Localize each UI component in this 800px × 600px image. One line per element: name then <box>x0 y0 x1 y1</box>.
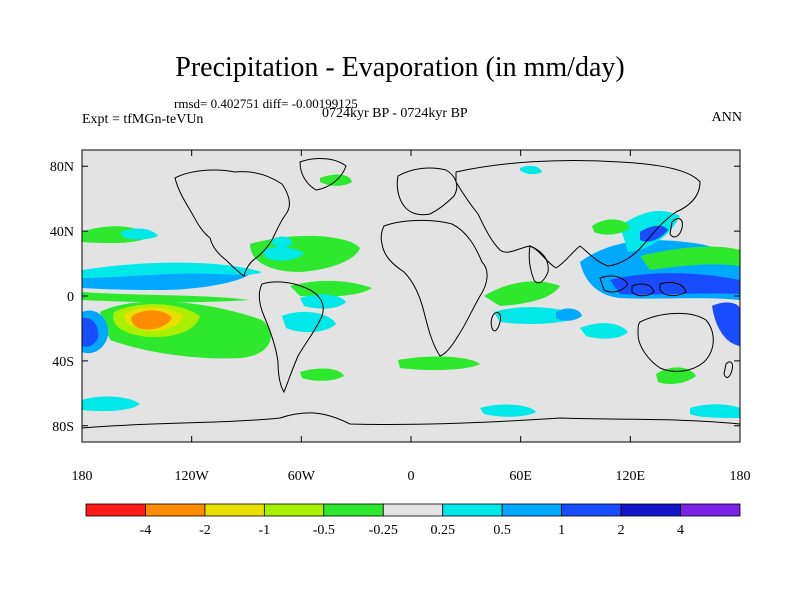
colorbar-swatch <box>561 503 622 517</box>
indian-ocean-deep <box>556 308 582 321</box>
x-tick-label: 120W <box>175 469 210 484</box>
coastlines <box>82 158 740 429</box>
colorbar-swatch <box>263 503 325 517</box>
sw-pacific-wet <box>712 302 740 346</box>
y-tick-label: 40N <box>50 225 74 240</box>
south-pacific-deep <box>82 317 99 347</box>
antarctica-coast <box>82 412 740 429</box>
africa-coast <box>380 219 488 357</box>
trop-atlantic-cyan <box>300 294 346 309</box>
se-pacific-dry-orange <box>131 310 172 330</box>
x-tick-label: 0 <box>408 469 415 484</box>
india-coast <box>528 245 549 284</box>
indian-ocean-green <box>484 281 560 306</box>
colorbar-swatch <box>323 503 384 517</box>
colorbar-swatch <box>204 503 265 517</box>
x-tick-label: 120E <box>616 469 646 484</box>
colorbar-label: -4 <box>140 523 152 538</box>
maritime-continent-coast <box>599 275 687 297</box>
y-tick-label: 80N <box>50 160 74 175</box>
atlantic-cyan-band <box>262 247 304 261</box>
europe-coast <box>396 167 458 216</box>
southern-ocean-green <box>300 368 344 381</box>
west-pacific-deep-wet <box>610 273 740 295</box>
y-tick-label: 40S <box>52 355 74 370</box>
arctic-cyan <box>520 165 542 175</box>
colorbar-label: 2 <box>618 523 625 538</box>
s-atlantic-cyan <box>282 311 336 333</box>
y-axis: 80N 40N 0 40S 80S <box>50 160 740 435</box>
south-indian-cyan <box>580 323 628 339</box>
southern-ocean-cyan-2 <box>480 404 536 417</box>
asia-coast <box>455 159 701 269</box>
colorbar-label: 0.25 <box>430 523 455 538</box>
colorbar-swatch <box>680 503 741 517</box>
colorbar-label: -1 <box>259 523 271 538</box>
y-tick-label: 80S <box>52 420 74 435</box>
colorbar-label: 4 <box>677 523 684 538</box>
colorbar-swatch <box>501 503 563 517</box>
stats-label: rmsd= 0.402751 diff= -0.00199125 <box>174 96 358 111</box>
colorbar-label: -0.5 <box>313 523 335 538</box>
x-tick-label: 60W <box>288 469 316 484</box>
southern-ocean-cyan-3 <box>690 404 740 418</box>
colorbar-label: 0.5 <box>493 523 511 538</box>
field-contours <box>82 165 740 418</box>
period-label: 0724kyr BP - 0724kyr BP <box>322 106 468 121</box>
s-indian-green <box>398 356 480 371</box>
pacific-north-dry-band <box>640 246 740 270</box>
east-asia-green <box>592 219 630 235</box>
eq-pacific-cyan-band <box>82 262 262 278</box>
madagascar-coast <box>490 311 501 332</box>
plot-title: Precipitation - Evaporation (in mm/day) <box>175 52 625 83</box>
australia-south-green <box>656 367 696 384</box>
n-pacific-cyan <box>120 228 158 240</box>
trop-atlantic-green <box>290 280 372 297</box>
season-label: ANN <box>711 110 742 125</box>
y-tick-label: 0 <box>67 290 74 305</box>
eq-pacific-green-edge <box>82 292 250 303</box>
experiment-label: Expt = tfMGn-teVUn <box>82 112 204 127</box>
south-america-coast <box>258 281 324 394</box>
colorbar-label: -0.25 <box>369 523 398 538</box>
colorbar-label: -2 <box>199 523 211 538</box>
australia-coast <box>637 312 714 372</box>
x-tick-label: 180 <box>730 469 751 484</box>
north-america-coast <box>174 169 290 277</box>
colorbar-swatch <box>442 503 503 517</box>
nw-pacific-deep <box>640 225 668 242</box>
colorbar: -4 -2 -1 -0.5 -0.25 0.25 0.5 1 2 4 <box>85 503 741 538</box>
southern-ocean-cyan-1 <box>82 396 140 412</box>
colorbar-swatch <box>382 503 444 517</box>
new-zealand-coast <box>723 361 733 378</box>
greenland-coast <box>299 158 347 191</box>
japan-coast <box>669 218 683 238</box>
colorbar-swatch <box>85 503 146 517</box>
map-panel <box>81 149 741 443</box>
colorbar-label: 1 <box>558 523 565 538</box>
x-axis: 180 120W 60W 0 60E 120E 180 <box>72 150 751 484</box>
n-atlantic-storm <box>270 236 292 248</box>
x-tick-label: 60E <box>509 469 532 484</box>
colorbar-swatch <box>145 503 206 517</box>
x-tick-label: 180 <box>72 469 93 484</box>
colorbar-swatch <box>620 503 681 517</box>
